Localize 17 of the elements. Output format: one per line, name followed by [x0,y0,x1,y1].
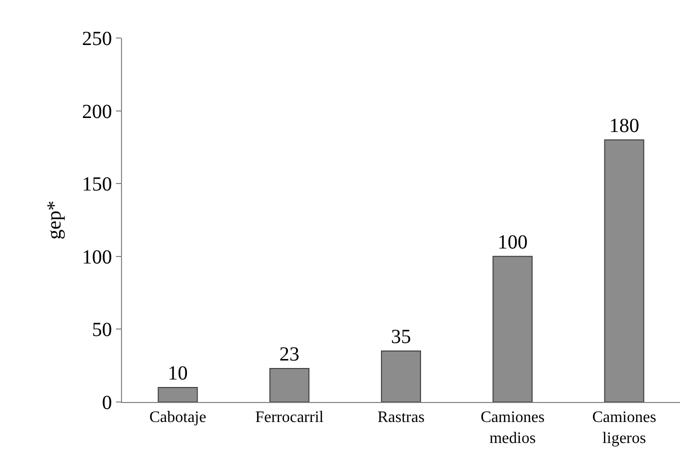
x-tick-label: Ferrocarril [255,409,324,426]
x-tick-label: Camiones medios [480,409,545,447]
data-label: 10 [168,362,188,384]
y-tick-label: 50 [92,319,112,342]
data-label: 180 [609,114,640,137]
y-axis-title: gep* [44,200,66,240]
y-tick-label: 250 [82,28,112,50]
data-label: 35 [391,326,411,348]
y-tick-label: 150 [82,174,112,196]
y-tick-label: 200 [82,100,112,123]
y-tick-label: 100 [82,246,112,268]
y-tick-label: 0 [102,392,112,414]
x-tick-label: Rastras [377,409,425,426]
data-label: 100 [498,231,528,254]
x-tick-label: Camiones ligeros [592,409,656,447]
data-label: 23 [279,344,300,366]
x-tick-label: Cabotaje [149,409,206,426]
